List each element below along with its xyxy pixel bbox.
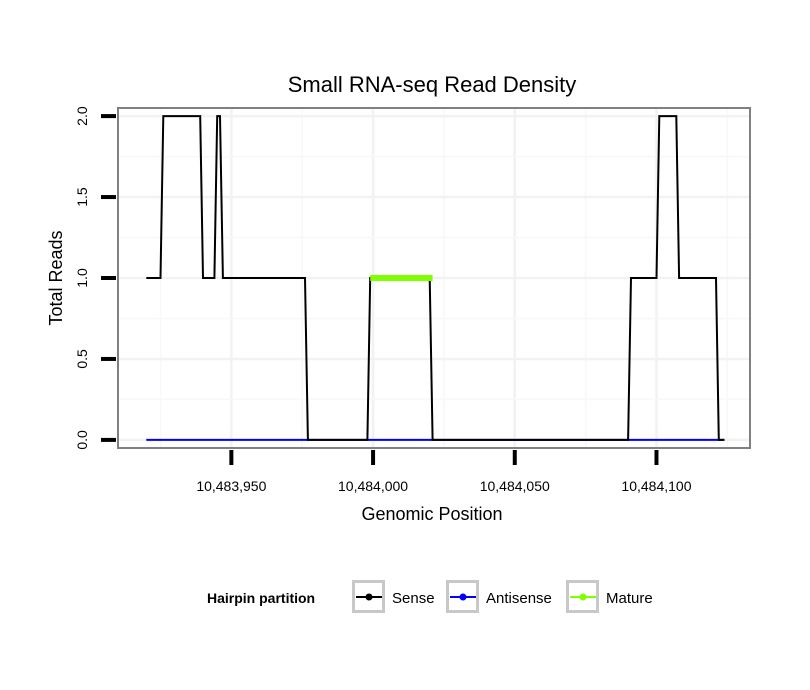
legend-title: Hairpin partition (207, 590, 315, 606)
legend-item-mature: Mature (566, 580, 653, 613)
legend-key-marker (365, 593, 373, 601)
legend-item-sense: Sense (352, 580, 435, 613)
y-tick-label: 1.0 (74, 268, 90, 288)
legend-key-marker (459, 593, 467, 601)
x-tick-label: 10,484,050 (480, 478, 550, 494)
legend: Hairpin partition Sense Antisense Mature (207, 580, 653, 613)
chart-title: Small RNA-seq Read Density (288, 72, 577, 97)
series-lines (146, 115, 725, 441)
x-axis: 10,483,950 10,484,000 10,484,050 10,484,100 (196, 450, 692, 494)
y-axis-title: Total Reads (46, 230, 66, 325)
series-line-sense (146, 115, 725, 441)
y-axis: 0.0 0.5 1.0 1.5 2.0 (74, 106, 116, 450)
legend-item-antisense: Antisense (446, 580, 552, 613)
y-tick-label: 0.0 (74, 430, 90, 450)
x-tick-label: 10,484,100 (621, 478, 691, 494)
y-tick-label: 1.5 (74, 187, 90, 207)
legend-label: Antisense (486, 590, 552, 607)
y-tick-label: 2.0 (74, 106, 90, 126)
legend-key-marker (579, 593, 587, 601)
x-tick-label: 10,484,000 (338, 478, 408, 494)
x-axis-title: Genomic Position (361, 504, 502, 524)
x-tick-label: 10,483,950 (196, 478, 266, 494)
y-tick-label: 0.5 (74, 349, 90, 369)
legend-label: Sense (392, 590, 435, 607)
legend-label: Mature (606, 590, 653, 607)
